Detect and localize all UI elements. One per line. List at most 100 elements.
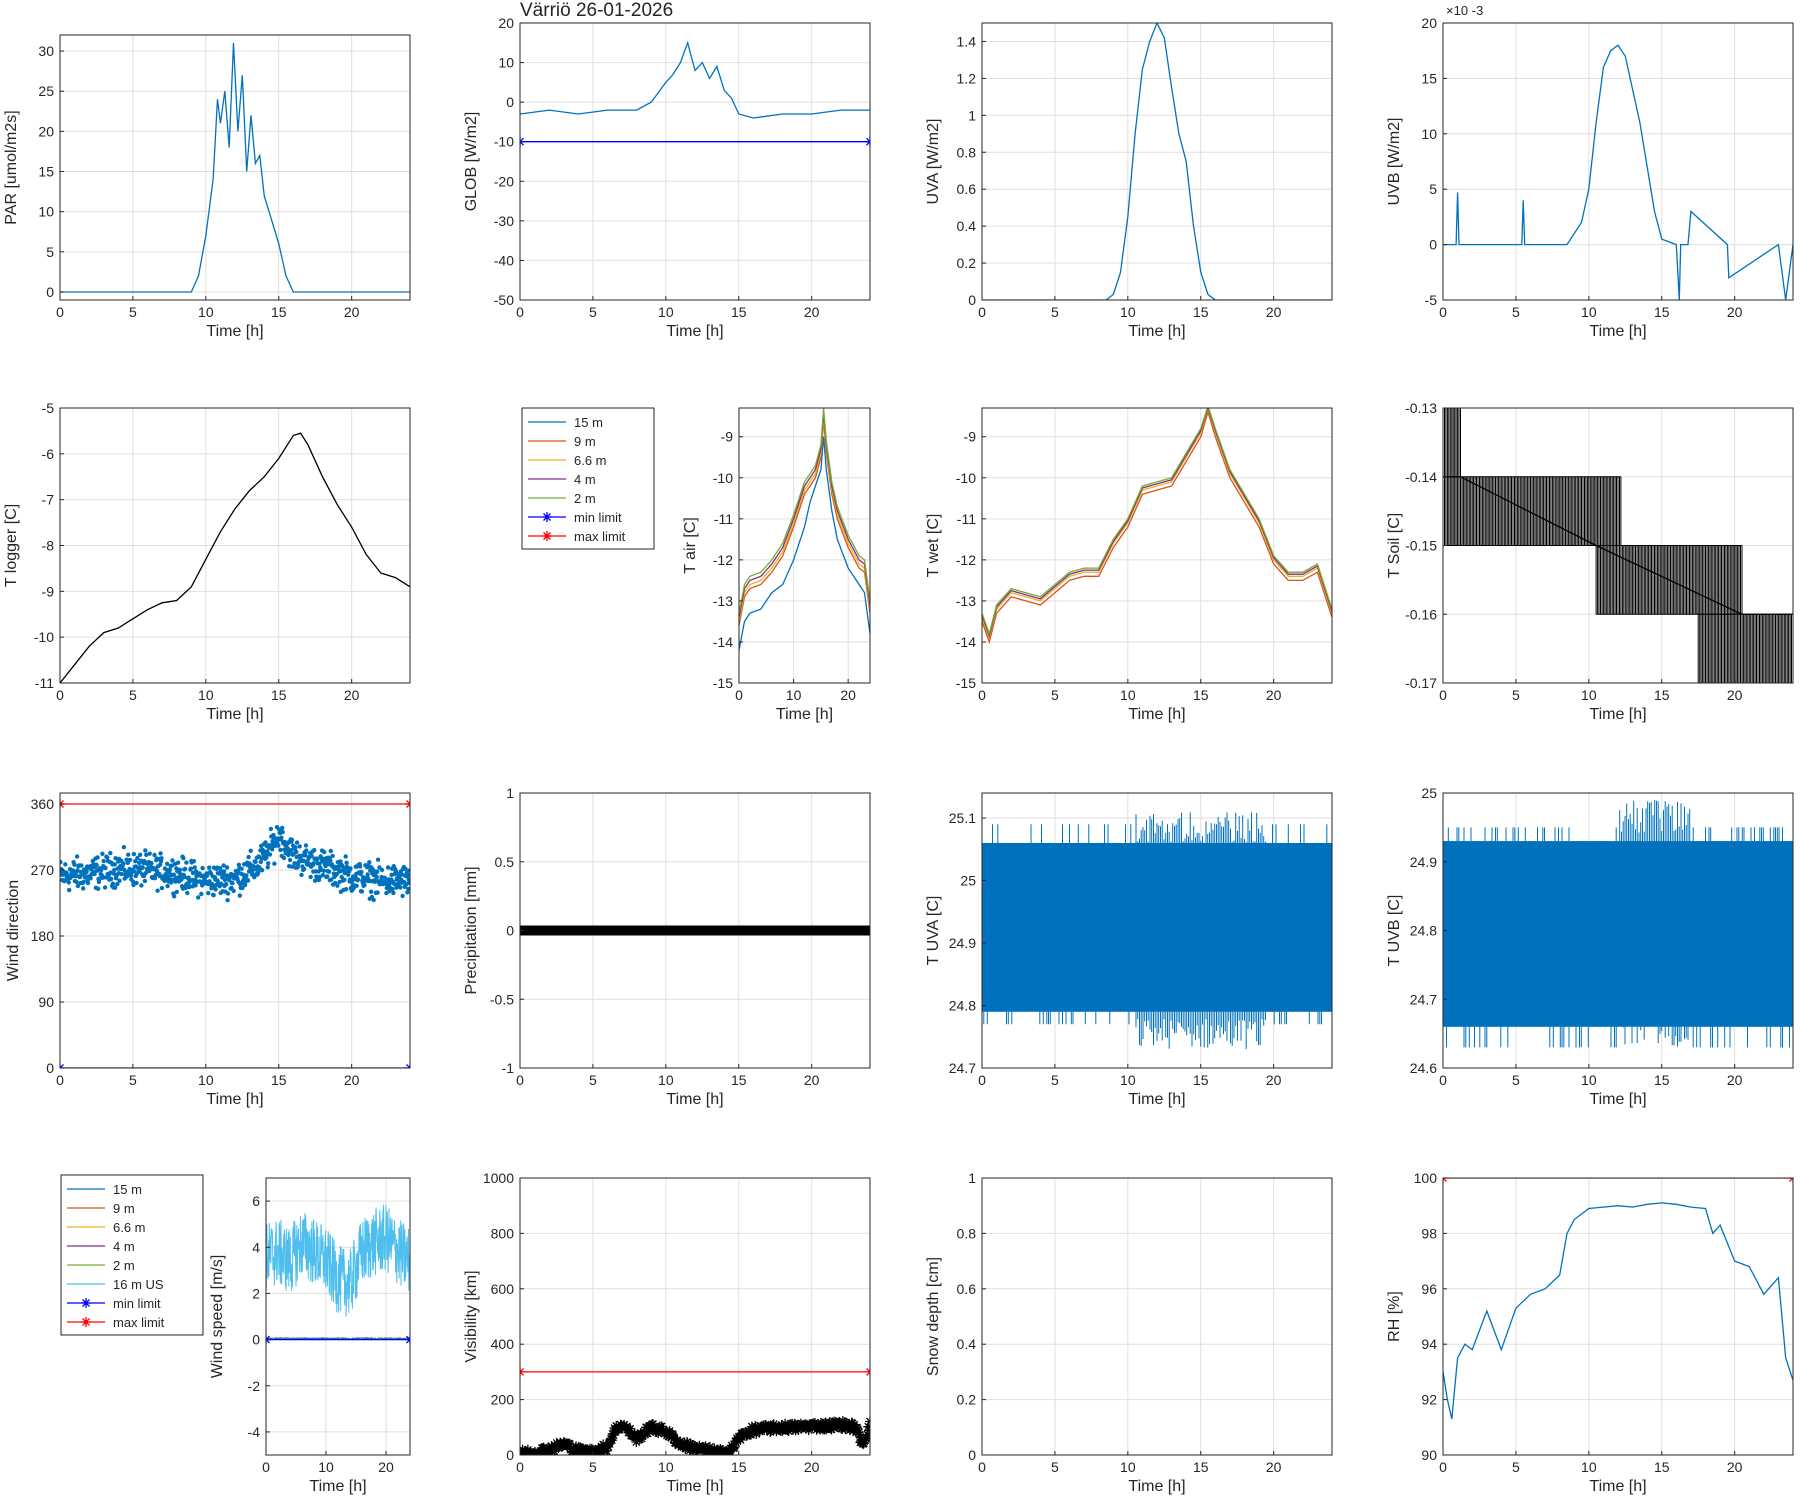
wind-direction-point xyxy=(112,862,117,867)
wind-direction-point xyxy=(309,853,314,859)
y-tick-label: 25 xyxy=(1421,785,1437,801)
y-tick-label: -8 xyxy=(42,538,55,554)
y-tick-label: -10 xyxy=(713,470,733,486)
wind-direction-point xyxy=(88,876,93,881)
wind-direction-point xyxy=(196,895,201,900)
x-tick-label: 5 xyxy=(1512,304,1520,320)
x-tick-label: 15 xyxy=(1193,1459,1209,1475)
wind-direction-point xyxy=(121,861,126,866)
series-marker xyxy=(629,1428,640,1439)
wind-direction-point xyxy=(224,865,230,870)
x-tick-label: 10 xyxy=(198,1072,214,1088)
wind-direction-point xyxy=(374,874,379,880)
wind-direction-point xyxy=(287,857,293,863)
y-tick-label: 0 xyxy=(506,1447,514,1463)
wind-direction-point xyxy=(158,851,163,856)
legend-wind-speed: 15 m 9 m 6.6 m 4 m 2 m 16 m US min limit max li… xyxy=(60,1174,204,1336)
wind-direction-point xyxy=(225,898,230,903)
x-tick-label: 0 xyxy=(1439,1072,1447,1088)
x-tick-label: 15 xyxy=(1654,1459,1670,1475)
plot-content xyxy=(266,1204,410,1345)
x-tick-label: 20 xyxy=(378,1459,394,1475)
x-tick-label: 5 xyxy=(589,1072,597,1088)
series-marker xyxy=(641,1422,652,1433)
series-line xyxy=(982,409,1332,645)
wind-direction-point xyxy=(143,870,148,876)
wind-direction-point xyxy=(343,854,348,859)
y-axis-label: T air [C] xyxy=(682,517,699,574)
legend-box xyxy=(60,1174,204,1336)
x-tick-label: 10 xyxy=(198,687,214,703)
y-tick-label: 25 xyxy=(960,873,976,889)
plot-area xyxy=(60,793,410,1068)
wind-direction-point xyxy=(113,856,118,861)
x-axis-label: Time [h] xyxy=(206,706,263,723)
wind-direction-point xyxy=(244,873,249,878)
y-tick-label: 6 xyxy=(252,1193,260,1209)
wind-direction-point xyxy=(186,875,191,880)
y-tick-label: 0 xyxy=(46,1060,54,1076)
y-axis-label: RH [%] xyxy=(1386,1291,1403,1342)
soil-step-band xyxy=(1443,408,1461,478)
series-marker xyxy=(619,1419,630,1430)
wind-direction-point xyxy=(101,858,106,864)
chart-twet: 0 5 10 15 20 -15 -14 -13 -12 -11 -10 -9 Time [h] T we… xyxy=(925,407,1333,723)
y-tick-label: 0.2 xyxy=(957,255,977,271)
y-tick-label: 15 xyxy=(1421,70,1437,86)
legend-label: 16 m US xyxy=(113,1277,164,1292)
series-marker xyxy=(852,1423,863,1434)
wind-direction-point xyxy=(92,871,97,877)
series-marker xyxy=(672,1435,683,1446)
wind-direction-point xyxy=(173,879,178,884)
wind-direction-point xyxy=(182,866,188,872)
x-axis-label: Time [h] xyxy=(666,323,723,340)
x-tick-label: 5 xyxy=(129,687,137,703)
series-marker xyxy=(834,1416,845,1427)
plot-content xyxy=(520,925,870,936)
series-marker xyxy=(735,1434,746,1445)
wind-direction-point xyxy=(328,848,333,854)
x-tick-label: 0 xyxy=(978,304,986,320)
x-tick-label: 0 xyxy=(516,1072,524,1088)
x-tick-label: 0 xyxy=(262,1459,270,1475)
sensor-temp-spikes xyxy=(1443,799,1792,1048)
wind-direction-point xyxy=(188,866,193,871)
x-axis-label: Time [h] xyxy=(206,1091,263,1108)
wind-direction-point xyxy=(221,863,226,868)
wind-direction-point xyxy=(304,848,309,853)
wind-direction-point xyxy=(225,891,231,896)
wind-direction-point xyxy=(301,866,307,872)
axes-box xyxy=(59,792,411,1069)
wind-direction-point xyxy=(185,890,190,896)
series-line xyxy=(739,420,870,626)
wind-direction-point xyxy=(147,851,152,856)
series-line xyxy=(739,412,870,618)
wind-direction-point xyxy=(108,850,113,856)
x-tick-label: 20 xyxy=(1266,304,1282,320)
wind-direction-point xyxy=(292,861,297,866)
y-axis-label: T wet [C] xyxy=(925,514,942,578)
wind-direction-point xyxy=(248,848,253,853)
wind-direction-point xyxy=(105,855,110,860)
series-line xyxy=(739,408,870,614)
series-marker xyxy=(675,1436,686,1447)
wind-direction-point xyxy=(293,845,298,850)
x-tick-label: 10 xyxy=(786,687,802,703)
y-tick-label: -5 xyxy=(1425,292,1438,308)
wind-direction-point xyxy=(315,856,320,861)
x-tick-label: 20 xyxy=(344,1072,360,1088)
wind-direction-point xyxy=(246,854,251,860)
wind-direction-point xyxy=(329,877,334,882)
axes-box xyxy=(59,34,411,301)
wind-direction-point xyxy=(139,883,144,888)
wind-direction-point xyxy=(155,888,160,893)
wind-direction-point xyxy=(172,894,177,899)
wind-direction-point xyxy=(75,883,81,889)
x-tick-label: 20 xyxy=(1727,687,1743,703)
wind-direction-point xyxy=(181,855,186,861)
wind-direction-point xyxy=(263,840,268,845)
series-line xyxy=(520,40,870,119)
y-axis-label: Visibility [km] xyxy=(463,1270,480,1362)
wind-direction-point xyxy=(112,885,118,890)
wind-direction-point xyxy=(342,877,347,882)
